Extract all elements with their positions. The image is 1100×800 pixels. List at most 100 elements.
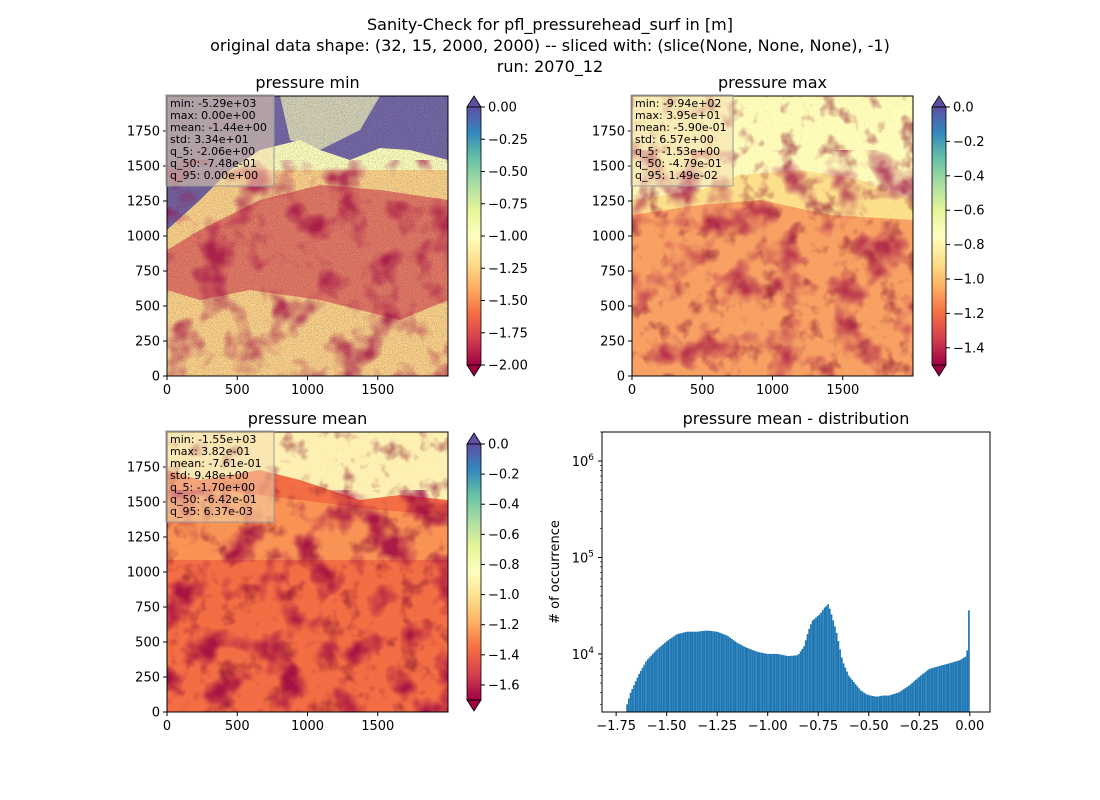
stat-mean: mean: -5.90e-01	[635, 121, 727, 134]
histogram-bar	[823, 607, 826, 712]
histogram-bar	[871, 695, 874, 712]
x-tick-label: −1.25	[697, 719, 737, 734]
colorbar-extend-max	[931, 95, 947, 108]
histogram-bar	[779, 654, 781, 712]
histogram-bar	[827, 604, 829, 712]
x-tick-label: 500	[690, 383, 715, 398]
colorbar-frame	[931, 106, 947, 366]
histogram-bar	[658, 647, 661, 712]
histogram-bar	[964, 656, 967, 712]
x-tick-label: 1500	[361, 383, 394, 398]
colorbar-tick-label: −0.25	[488, 133, 528, 148]
histogram-bar	[748, 648, 750, 712]
histogram-bar	[870, 695, 872, 712]
y-tick-label: 1250	[127, 531, 160, 546]
colorbar-tick-label: −0.8	[488, 558, 520, 573]
histogram-bar	[672, 636, 675, 712]
histogram-bar	[682, 632, 685, 712]
panel-pressure-mean: pressure mean 0 500 1000 1500 0 250 500 750 100…	[127, 409, 520, 734]
histogram-bar	[933, 667, 936, 712]
histogram-bar	[780, 654, 783, 712]
histogram-bar	[731, 638, 733, 712]
x-tick-label: 1000	[291, 719, 324, 734]
histogram-bar	[746, 648, 749, 712]
histogram-bar	[894, 693, 896, 712]
stat-mean: mean: -7.61e-01	[170, 457, 262, 470]
y-tick-label: 1500	[127, 496, 160, 511]
histogram-bar	[767, 653, 769, 712]
histogram-bar	[851, 679, 853, 712]
histogram-bar	[844, 667, 847, 712]
colorbar-tick-label: −1.2	[953, 307, 985, 322]
panel-title: pressure max	[718, 73, 827, 92]
histogram-bar	[652, 653, 654, 712]
histogram-bar	[722, 634, 725, 712]
histogram-bar	[858, 688, 860, 712]
histogram-bar	[693, 631, 695, 712]
histogram-bar	[813, 618, 816, 712]
histogram-bar	[842, 663, 845, 712]
stat-max: max: 3.95e+01	[635, 109, 721, 122]
histogram-bar	[631, 688, 634, 712]
y-axis: 104 105 106	[572, 431, 602, 705]
y-axis-label: # of occurrence	[548, 520, 563, 624]
x-tick-label: 500	[225, 383, 250, 398]
histogram-bar	[791, 655, 793, 712]
histogram-bar	[885, 695, 888, 712]
histogram-bar	[840, 657, 843, 712]
histogram-bar	[710, 630, 713, 712]
histogram-bar	[712, 631, 714, 712]
y-tick-label: 500	[135, 636, 160, 651]
histogram-bar	[810, 624, 812, 712]
stats-box: min: -9.94e+02 max: 3.95e+01 mean: -5.90…	[630, 94, 734, 187]
y-tick-label: 0	[152, 370, 160, 385]
histogram-bar	[859, 690, 862, 712]
histogram-bar	[863, 692, 866, 712]
y-tick-label: 105	[572, 549, 594, 566]
histogram-bar	[789, 655, 792, 712]
histogram-bar	[901, 690, 903, 712]
x-axis: 0 500 1000 1500	[163, 376, 394, 398]
histogram-bar	[928, 668, 931, 712]
histogram-bar	[636, 677, 639, 712]
stat-std: std: 3.34e+01	[170, 133, 249, 146]
stats-box: min: -5.29e+03 max: 0.00e+00 mean: -1.44…	[165, 94, 275, 187]
histogram-bar	[638, 673, 640, 712]
colorbar-tick-label: −0.6	[953, 204, 985, 219]
histogram-bar	[753, 650, 756, 712]
colorbar-gradient	[467, 107, 481, 365]
histogram-bar	[701, 631, 704, 712]
colorbar-tick-label: −0.50	[488, 165, 528, 180]
histogram-bar	[799, 651, 802, 712]
histogram-bar	[806, 634, 809, 712]
histogram-bar	[796, 655, 799, 712]
y-tick-label: 0	[152, 706, 160, 721]
histogram-bar	[832, 620, 835, 712]
histogram-bar	[877, 696, 879, 712]
histogram-bar	[646, 659, 649, 712]
figure-title-line-2: original data shape: (32, 15, 2000, 2000…	[210, 36, 890, 55]
x-tick-label: 1000	[291, 383, 324, 398]
histogram-bar	[866, 694, 869, 712]
histogram-bar	[700, 631, 702, 712]
colorbar-tick-label: −1.4	[953, 341, 985, 356]
histogram-bar	[952, 662, 955, 712]
histogram-bar	[808, 628, 811, 712]
x-tick-label: −1.00	[748, 719, 788, 734]
y-tick-label: 1250	[127, 195, 160, 210]
histogram-bar	[940, 665, 943, 712]
histogram-bar	[660, 645, 663, 712]
histogram-bar	[835, 632, 838, 712]
colorbar-tick-label: −0.4	[953, 169, 985, 184]
histogram-bar	[854, 684, 857, 712]
x-tick-label: 0	[163, 719, 171, 734]
histogram-bar	[944, 664, 946, 712]
y-tick-label: 1500	[592, 160, 625, 175]
histogram-bar	[744, 647, 747, 712]
colorbar-tick-label: −0.75	[488, 197, 528, 212]
histogram-bar	[641, 667, 644, 712]
colorbar-gradient	[467, 444, 481, 700]
histogram-bar	[921, 674, 924, 712]
histogram-bar	[676, 634, 678, 712]
y-tick-label: 1250	[592, 195, 625, 210]
